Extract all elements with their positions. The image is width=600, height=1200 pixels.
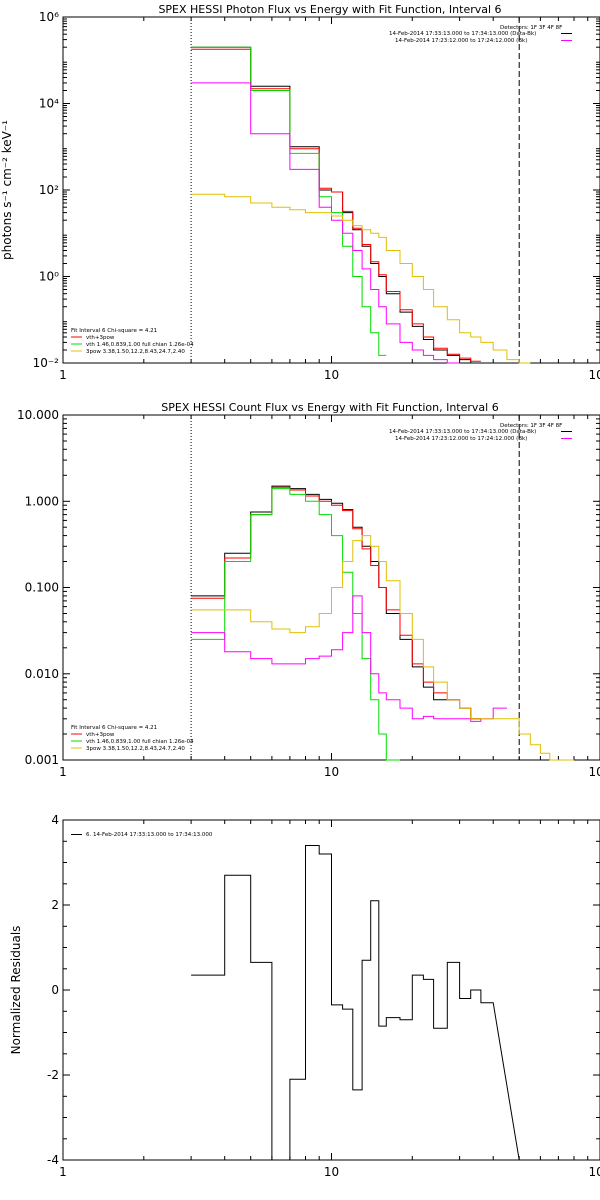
photon-flux-series-total	[191, 46, 481, 364]
photon-flux-title: SPEX HESSI Photon Flux vs Energy with Fi…	[158, 3, 501, 16]
count-flux-title: SPEX HESSI Count Flux vs Energy with Fit…	[161, 401, 498, 414]
photon-flux-x-tick-label: 100	[589, 368, 600, 382]
photon-flux-series-vth_green	[191, 46, 387, 356]
count-flux-legend-bk: 14-Feb-2014 17:23:12.000 to 17:24:12.000…	[395, 436, 527, 442]
photon-flux-y-tick-label: 10⁻²	[33, 356, 60, 370]
photon-flux-fit-info: Fit Interval 6 Chi-square = 4.21 vth+3po…	[71, 328, 194, 355]
count-flux-legend-data-bk: 14-Feb-2014 17:33:13.000 to 17:34:13.000…	[389, 429, 536, 435]
photon-flux-panel: SPEX HESSI Photon Flux vs Energy with Fi…	[0, 3, 600, 382]
count-flux-y-tick-label: 10.000	[17, 408, 59, 422]
count-flux-y-tick-label: 1.000	[25, 494, 59, 508]
photon-flux-fit-line: vth+3pow	[86, 335, 115, 341]
residuals-y-tick-label: -2	[47, 1068, 59, 1082]
count-flux-fit-line: vth+3pow	[86, 732, 115, 738]
count-flux-series-vth	[191, 486, 481, 720]
photon-flux-series-magenta	[191, 82, 460, 364]
residuals-legend: 6. 14-Feb-2014 17:33:13.000 to 17:34:13.…	[71, 832, 213, 838]
residuals-y-tick-label: 2	[51, 898, 59, 912]
residuals-y-tick-label: 0	[51, 983, 59, 997]
count-flux-y-tick-label: 0.001	[25, 753, 59, 767]
photon-flux-fit-line: 3pow 3.38,1.50,12.2,8.43,24.7,2.40	[86, 349, 185, 355]
residuals-y-tick-label: 4	[51, 813, 59, 827]
residuals-panel: Normalized Residuals 1 10 100 -4 -2 0 2 4 6. 14…	[9, 813, 600, 1179]
count-flux-x-tick-label: 10	[324, 765, 339, 779]
photon-flux-x-tick-label: 10	[324, 368, 339, 382]
count-flux-x-tick-label: 1	[59, 765, 67, 779]
count-flux-fit-line: vth 1.46,0.839,1.00 full chian 1.26e-04	[86, 739, 194, 745]
residuals-x-tick-label: 100	[589, 1165, 600, 1179]
count-flux-series-3pow	[191, 535, 574, 761]
residuals-legend-label: 6. 14-Feb-2014 17:33:13.000 to 17:34:13.…	[86, 832, 213, 838]
residuals-y-axis-label: Normalized Residuals	[9, 926, 23, 1055]
photon-flux-y-tick-label: 10⁰	[39, 270, 59, 284]
photon-flux-x-tick-label: 1	[59, 368, 67, 382]
count-flux-y-tick-label: 0.010	[25, 667, 59, 681]
photon-flux-legend-bk: 14-Feb-2014 17:23:12.000 to 17:24:12.000…	[395, 38, 527, 44]
residuals-y-tick-label: -4	[47, 1153, 59, 1167]
photon-flux-series	[191, 46, 531, 364]
residuals-series-residuals	[191, 845, 520, 1161]
count-flux-series	[191, 485, 574, 761]
count-flux-series-magenta	[191, 595, 507, 722]
count-flux-fit-interval: Fit Interval 6 Chi-square = 4.21	[71, 725, 157, 731]
photon-flux-legend: Detectors: 1F 3F 4F 8F 14-Feb-2014 17:33…	[389, 25, 572, 44]
count-flux-fit-line: 3pow 3.38,1.50,12.2,8.43,24.7,2.40	[86, 746, 185, 752]
photon-flux-y-tick-label: 10⁴	[39, 97, 59, 111]
residuals-x-tick-label: 10	[324, 1165, 339, 1179]
photon-flux-legend-data-bk: 14-Feb-2014 17:33:13.000 to 17:34:13.000…	[389, 31, 536, 37]
residuals-ticks: 1 10 100 -4 -2 0 2 4	[47, 813, 600, 1179]
count-flux-legend: Detectors: 1F 3F 4F 8F 14-Feb-2014 17:33…	[389, 423, 572, 442]
residuals-series	[191, 845, 520, 1161]
photon-flux-reference-lines	[190, 17, 520, 363]
photon-flux-detectors: Detectors: 1F 3F 4F 8F	[500, 25, 562, 31]
photon-flux-fit-interval: Fit Interval 6 Chi-square = 4.21	[71, 328, 157, 334]
residuals-x-tick-label: 1	[59, 1165, 67, 1179]
count-flux-detectors: Detectors: 1F 3F 4F 8F	[500, 423, 562, 429]
photon-flux-fit-line: vth 1.46,0.839,1.00 full chian 1.26e-04	[86, 342, 194, 348]
count-flux-series-total	[191, 485, 481, 720]
photon-flux-series-vth	[191, 48, 481, 362]
count-flux-y-tick-label: 0.100	[25, 581, 59, 595]
count-flux-panel: SPEX HESSI Count Flux vs Energy with Fit…	[17, 401, 600, 779]
photon-flux-y-tick-label: 10²	[39, 183, 59, 197]
count-flux-reference-lines	[190, 415, 520, 760]
count-flux-series-vth_green	[191, 488, 400, 761]
photon-flux-series-3pow	[191, 193, 531, 364]
count-flux-ticks: 1 10 100 0.001 0.010 0.100 1.000 10.000	[17, 408, 600, 779]
photon-flux-ticks: 1 10 100 10⁻² 10⁰ 10² 10⁴ 10⁶	[33, 10, 600, 382]
photon-flux-y-axis-label: photons s⁻¹ cm⁻² keV⁻¹	[0, 120, 14, 260]
count-flux-fit-info: Fit Interval 6 Chi-square = 4.21 vth+3po…	[71, 725, 194, 752]
count-flux-x-tick-label: 100	[589, 765, 600, 779]
photon-flux-y-tick-label: 10⁶	[39, 10, 59, 24]
